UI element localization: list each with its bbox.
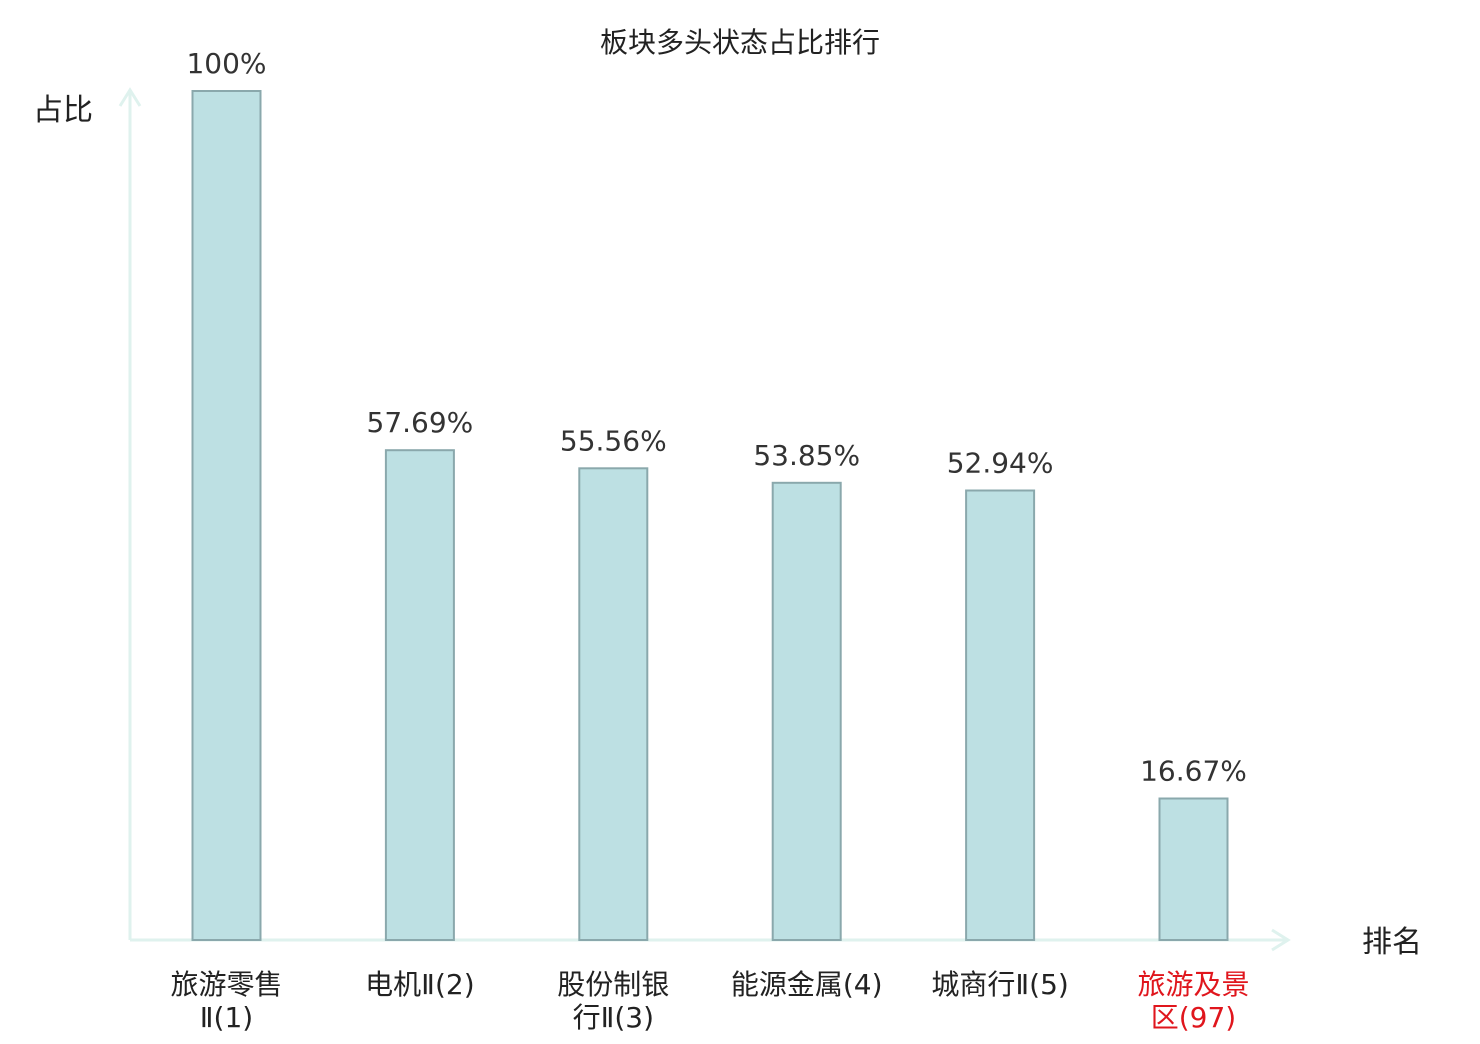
category-label: 区(97) xyxy=(1151,1001,1236,1034)
category-label: 电机Ⅱ(2) xyxy=(365,968,474,1001)
bar xyxy=(384,449,455,941)
category-label: 旅游零售 xyxy=(170,968,282,1001)
category-label: 股份制银 xyxy=(557,968,669,1001)
category-label: 行Ⅱ(3) xyxy=(573,1001,654,1034)
bar xyxy=(578,467,649,941)
x-axis-arrow xyxy=(1271,928,1291,952)
value-labels-group: 100% 57.69% 55.56% 53.85% 52.94% 16.67% xyxy=(186,47,1246,788)
bar xyxy=(191,90,262,941)
y-axis-arrow xyxy=(118,87,142,107)
value-label: 53.85% xyxy=(753,439,860,472)
category-label: Ⅱ(1) xyxy=(200,1001,253,1034)
x-axis-label: 排名 xyxy=(1362,925,1422,960)
category-label: 旅游及景 xyxy=(1137,968,1249,1001)
value-label: 16.67% xyxy=(1140,755,1247,788)
category-label: 城商行Ⅱ(5) xyxy=(931,968,1068,1001)
bars-group xyxy=(191,90,1229,941)
category-label: 能源金属(4) xyxy=(731,968,883,1001)
value-label: 52.94% xyxy=(947,447,1054,480)
bar xyxy=(771,481,842,941)
value-label: 100% xyxy=(186,47,266,80)
chart-title: 板块多头状态占比排行 xyxy=(600,26,880,59)
value-label: 57.69% xyxy=(367,406,474,439)
value-label: 55.56% xyxy=(560,424,667,457)
bar xyxy=(965,489,1036,941)
y-axis-label: 占比 xyxy=(33,93,93,128)
bar xyxy=(1158,797,1229,941)
